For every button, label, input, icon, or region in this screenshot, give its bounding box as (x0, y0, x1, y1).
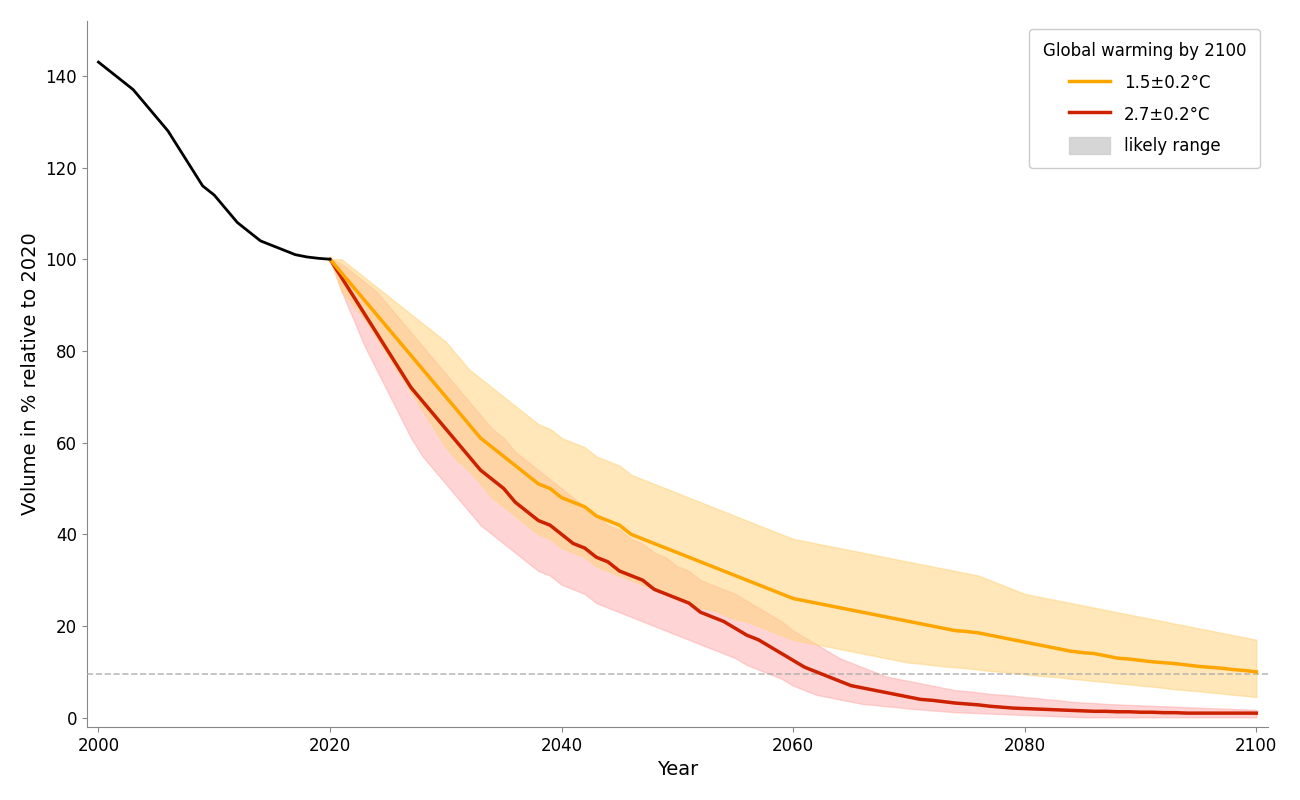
Legend: 1.5±0.2°C, 2.7±0.2°C, likely range: 1.5±0.2°C, 2.7±0.2°C, likely range (1030, 29, 1260, 168)
Y-axis label: Volume in % relative to 2020: Volume in % relative to 2020 (21, 233, 40, 515)
X-axis label: Year: Year (656, 760, 698, 779)
